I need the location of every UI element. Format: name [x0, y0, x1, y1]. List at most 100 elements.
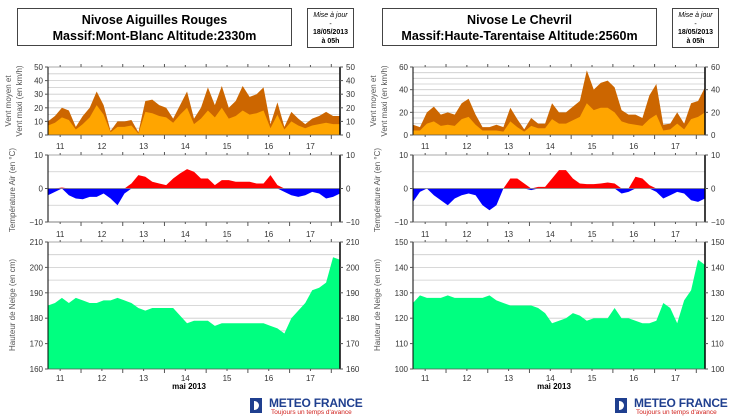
wind-mean-area — [413, 103, 705, 135]
day-label: 14 — [181, 230, 190, 239]
snow-ytick-label-left: 200 — [30, 263, 44, 272]
wind-ytick-label-right: 40 — [711, 86, 720, 95]
wind-ytick-label-left: 20 — [34, 104, 43, 113]
day-label: 17 — [671, 142, 680, 151]
day-label: 15 — [223, 142, 232, 151]
snow-depth-area — [48, 257, 340, 369]
day-label: 15 — [588, 230, 597, 239]
day-label: 13 — [139, 142, 148, 151]
wind-ytick-label-left: 30 — [34, 90, 43, 99]
day-label: 12 — [97, 374, 106, 383]
snow-depth-area — [413, 259, 705, 369]
meteo-france-logo: METEO FRANCE Toujours un temps d'avance — [615, 396, 730, 416]
update-time: à 05h — [686, 37, 705, 45]
snow-ytick-label-right: 190 — [346, 289, 360, 298]
day-label: 12 — [97, 142, 106, 151]
temp-ytick-label-left: 0 — [404, 185, 409, 194]
day-label: 13 — [504, 142, 513, 151]
wind-max-area — [413, 70, 705, 135]
snow-ytick-label-left: 170 — [30, 340, 44, 349]
wind-ytick-label-right: 20 — [711, 108, 720, 117]
wind-axis-title-line2: Vent maxi (en km/h) — [15, 65, 24, 136]
day-label: 16 — [629, 142, 638, 151]
snow-ytick-label-right: 160 — [346, 365, 360, 374]
day-label: 16 — [629, 374, 638, 383]
day-label: 12 — [97, 230, 106, 239]
day-label: 12 — [462, 142, 471, 151]
snow-ytick-label-left: 160 — [30, 365, 44, 374]
temp-ytick-label-right: −10 — [346, 218, 360, 227]
snow-ytick-label-left: 100 — [395, 365, 409, 374]
temp-ytick-label-right: 0 — [346, 185, 351, 194]
day-label: 11 — [56, 142, 65, 151]
day-label: 17 — [306, 142, 315, 151]
snow-ytick-label-left: 110 — [395, 340, 408, 349]
day-label: 15 — [588, 142, 597, 151]
station-title-box-2: Nivose Le Chevril Massif:Haute-Tarentais… — [382, 8, 657, 46]
wind-mean-area — [48, 105, 340, 135]
snow-ytick-label-right: 150 — [711, 238, 725, 247]
day-label: 17 — [306, 374, 315, 383]
temp-axis-title: Température Air (en °C) — [8, 148, 17, 232]
station-name: Nivose Le Chevril — [467, 13, 572, 27]
day-label: 14 — [181, 142, 190, 151]
wind-ytick-label-left: 50 — [34, 63, 43, 72]
meteo-france-emblem-icon — [250, 398, 262, 413]
snow-ytick-label-left: 130 — [395, 289, 409, 298]
wind-ytick-label-left: 0 — [404, 131, 409, 140]
temp-positive-area — [413, 170, 705, 189]
day-label: 14 — [181, 374, 190, 383]
temp-ytick-label-right: 10 — [711, 151, 720, 160]
update-dash: - — [694, 20, 697, 28]
day-label: 16 — [629, 230, 638, 239]
temp-axis-title: Température Air (en °C) — [373, 148, 382, 232]
temp-ytick-label-left: 10 — [399, 151, 408, 160]
day-label: 14 — [546, 142, 555, 151]
update-label: Mise à jour — [313, 12, 348, 19]
snow-ytick-label-right: 180 — [346, 314, 360, 323]
snow-ytick-label-right: 170 — [346, 340, 360, 349]
update-box-2: Mise à jour - 18/05/2013 à 05h — [672, 8, 719, 48]
snow-ytick-label-right: 200 — [346, 263, 360, 272]
day-label: 12 — [462, 230, 471, 239]
day-label: 13 — [504, 374, 513, 383]
wind-axis-title-line1: Vent moyen et — [369, 75, 378, 127]
wind-ytick-label-right: 60 — [711, 63, 720, 72]
day-label: 14 — [546, 230, 555, 239]
wind-ytick-label-right: 0 — [346, 131, 351, 140]
logo-name: METEO FRANCE — [634, 396, 728, 410]
wind-axis-title-line1: Vent moyen et — [4, 75, 13, 127]
day-label: 11 — [421, 230, 430, 239]
day-label: 16 — [264, 374, 273, 383]
wind-ytick-label-right: 10 — [346, 117, 355, 126]
wind-ytick-label-left: 10 — [34, 117, 43, 126]
day-label: 15 — [588, 374, 597, 383]
snow-ytick-label-left: 190 — [30, 289, 44, 298]
wind-ytick-label-left: 0 — [39, 131, 44, 140]
day-label: 12 — [462, 374, 471, 383]
snow-axis-title: Hauteur de Neige (en cm) — [8, 259, 17, 351]
wind-ytick-label-right: 0 — [711, 131, 716, 140]
month-label: mai 2013 — [172, 382, 206, 391]
temp-positive-area — [48, 169, 340, 189]
temp-ytick-label-left: −10 — [29, 218, 43, 227]
temp-negative-area — [413, 188, 705, 211]
snow-ytick-label-left: 140 — [395, 263, 409, 272]
snow-ytick-label-left: 210 — [30, 238, 44, 247]
station-massif-altitude: Massif:Mont-Blanc Altitude:2330m — [52, 29, 257, 43]
snow-ytick-label-right: 210 — [346, 238, 360, 247]
snow-axis-title: Hauteur de Neige (en cm) — [373, 259, 382, 351]
temp-ytick-label-right: −10 — [711, 218, 725, 227]
temp-ytick-label-right: 10 — [346, 151, 355, 160]
day-label: 11 — [56, 230, 65, 239]
temp-ytick-label-left: −10 — [394, 218, 408, 227]
wind-ytick-label-left: 20 — [399, 108, 408, 117]
update-time: à 05h — [321, 37, 340, 45]
day-label: 15 — [223, 230, 232, 239]
snow-ytick-label-right: 130 — [711, 289, 725, 298]
temp-ytick-label-right: 0 — [711, 185, 716, 194]
snow-ytick-label-left: 180 — [30, 314, 44, 323]
snow-ytick-label-right: 140 — [711, 263, 725, 272]
station-name: Nivose Aiguilles Rouges — [81, 13, 228, 27]
